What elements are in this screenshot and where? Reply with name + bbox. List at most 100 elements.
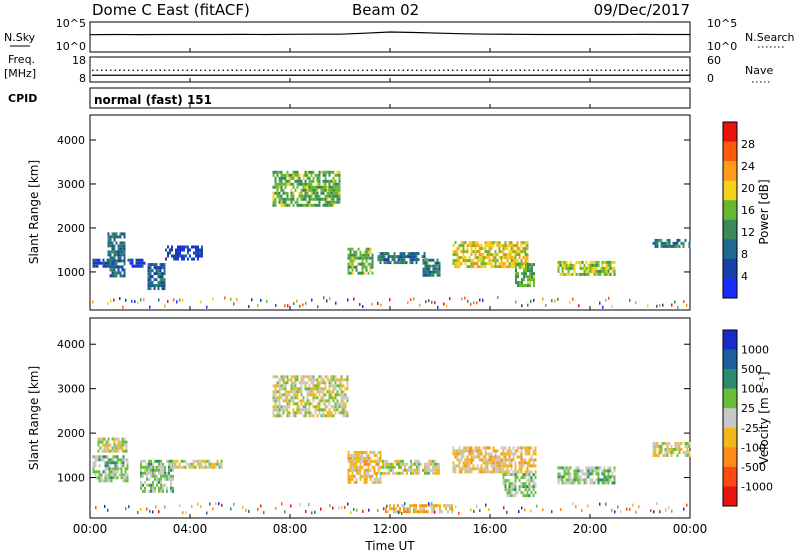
heatmap-cell — [148, 489, 150, 493]
heatmap-cell — [151, 263, 154, 267]
heatmap-cell — [152, 480, 154, 484]
heatmap-cell — [528, 494, 531, 498]
heatmap-cell — [131, 264, 134, 268]
heatmap-cell — [98, 473, 101, 477]
heatmap-cell — [340, 411, 343, 415]
heatmap-cell — [362, 509, 364, 513]
heatmap-cell — [468, 461, 471, 465]
heatmap-cell — [519, 284, 521, 288]
heatmap-cell — [460, 470, 463, 474]
heatmap-cell — [156, 483, 158, 487]
heatmap-cell — [436, 264, 439, 268]
heatmap-cell — [398, 471, 400, 475]
heatmap-cell — [290, 188, 293, 192]
heatmap-cell — [334, 185, 337, 189]
heatmap-cell — [430, 468, 432, 472]
heatmap-cell — [464, 470, 467, 474]
heatmap-cell — [274, 191, 277, 195]
heatmap-cell — [375, 471, 378, 475]
heatmap-cell — [613, 469, 616, 473]
heatmap-cell — [583, 263, 586, 267]
x-tick-label: 00:00 — [673, 522, 708, 536]
heatmap-cell — [200, 465, 203, 469]
heatmap-cell — [108, 479, 111, 483]
heatmap-cell — [474, 455, 477, 459]
heatmap-cell — [123, 247, 126, 251]
colorbar-swatch — [723, 161, 737, 182]
heatmap-cell — [118, 473, 121, 477]
heatmap-cell — [336, 194, 339, 198]
heatmap-cell — [482, 265, 485, 269]
heatmap-cell — [478, 446, 481, 450]
heatmap-cell — [359, 253, 362, 257]
heatmap-cell — [123, 232, 126, 236]
heatmap-cell — [466, 464, 469, 468]
heatmap-cell — [565, 272, 568, 276]
heatmap-cell — [432, 462, 434, 466]
heatmap-cell — [492, 455, 495, 459]
heatmap-cell — [282, 411, 285, 415]
heatmap-cell — [108, 476, 111, 480]
heatmap-cell — [563, 469, 566, 473]
heatmap-cell — [500, 259, 503, 263]
heatmap-cell — [342, 384, 345, 388]
heatmap-cell — [355, 268, 358, 272]
heatmap-cell — [383, 507, 385, 511]
heatmap-cell — [274, 402, 277, 406]
heatmap-cell — [524, 508, 526, 512]
heatmap-cell — [367, 462, 370, 466]
heatmap-cell — [569, 466, 572, 470]
heatmap-cell — [510, 491, 513, 495]
heatmap-cell — [516, 476, 519, 480]
heatmap-cell — [102, 479, 105, 483]
heatmap-cell — [498, 250, 501, 254]
heatmap-cell — [488, 446, 491, 450]
heatmap-cell — [304, 405, 307, 409]
heatmap-cell — [121, 250, 124, 254]
heatmap-cell — [300, 191, 303, 195]
heatmap-cell — [502, 256, 505, 260]
heatmap-cell — [146, 471, 148, 475]
heatmap-cell — [367, 262, 370, 266]
heatmap-cell — [484, 458, 487, 462]
heatmap-cell — [153, 263, 156, 267]
heatmap-cell — [515, 300, 517, 304]
heatmap-cell — [113, 238, 116, 242]
heatmap-cell — [518, 510, 520, 514]
heatmap-cell — [338, 194, 341, 198]
heatmap-cell — [589, 469, 592, 473]
heatmap-cell — [304, 188, 307, 192]
heatmap-cell — [394, 465, 396, 469]
heatmap-cell — [308, 203, 311, 207]
heatmap-cell — [201, 251, 203, 255]
heatmap-cell — [290, 390, 293, 394]
heatmap-cell — [504, 455, 507, 459]
heatmap-cell — [197, 254, 199, 258]
heatmap-cell — [662, 442, 665, 445]
heatmap-cell — [326, 399, 329, 403]
heatmap-cell — [609, 266, 612, 270]
heatmap-cell — [419, 504, 421, 508]
heatmap-cell — [97, 449, 100, 453]
heatmap-cell — [652, 451, 655, 454]
heatmap-cell — [102, 258, 105, 262]
heatmap-cell — [299, 304, 301, 308]
heatmap-cell — [95, 506, 97, 510]
heatmap-cell — [351, 259, 354, 263]
heatmap-cell — [431, 507, 433, 511]
heatmap-cell — [656, 442, 659, 445]
heatmap-cell — [146, 483, 148, 487]
heatmap-cell — [280, 405, 283, 409]
heatmap-cell — [294, 200, 297, 204]
heatmap-cell — [326, 200, 329, 204]
heatmap-cell — [567, 475, 570, 479]
heatmap-cell — [151, 269, 154, 273]
heatmap-cell — [486, 256, 489, 260]
heatmap-cell — [355, 480, 358, 484]
heatmap-cell — [338, 378, 341, 382]
heatmap-cell — [438, 264, 441, 268]
heatmap-cell — [149, 287, 152, 291]
heatmap-cell — [114, 461, 117, 465]
heatmap-cell — [531, 278, 533, 282]
heatmap-cell — [573, 266, 576, 270]
